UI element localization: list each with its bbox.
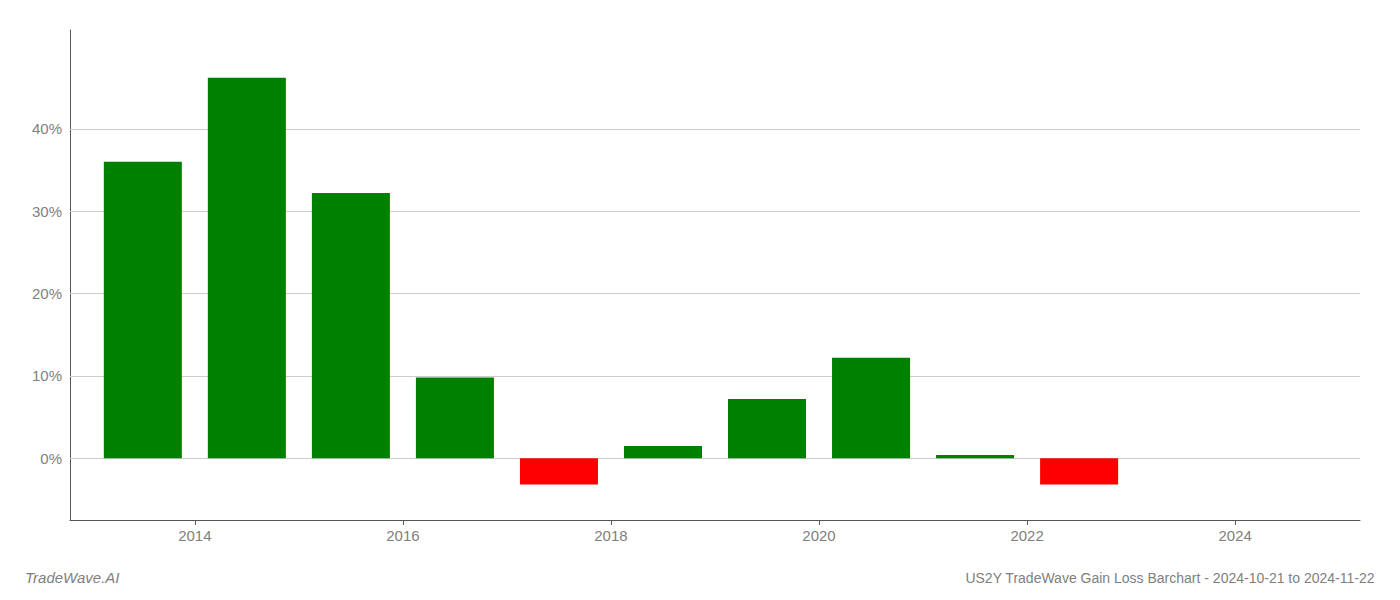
- svg-text:US2Y TradeWave Gain Loss Barch: US2Y TradeWave Gain Loss Barchart - 2024…: [965, 570, 1374, 586]
- svg-text:2020: 2020: [802, 527, 835, 544]
- svg-text:10%: 10%: [32, 367, 62, 384]
- svg-text:0%: 0%: [40, 450, 62, 467]
- svg-text:30%: 30%: [32, 203, 62, 220]
- svg-text:2024: 2024: [1218, 527, 1251, 544]
- svg-text:TradeWave.AI: TradeWave.AI: [25, 569, 119, 586]
- svg-text:2018: 2018: [594, 527, 627, 544]
- svg-text:2022: 2022: [1010, 527, 1043, 544]
- svg-text:20%: 20%: [32, 285, 62, 302]
- svg-text:40%: 40%: [32, 120, 62, 137]
- svg-text:2014: 2014: [178, 527, 211, 544]
- svg-text:2016: 2016: [386, 527, 419, 544]
